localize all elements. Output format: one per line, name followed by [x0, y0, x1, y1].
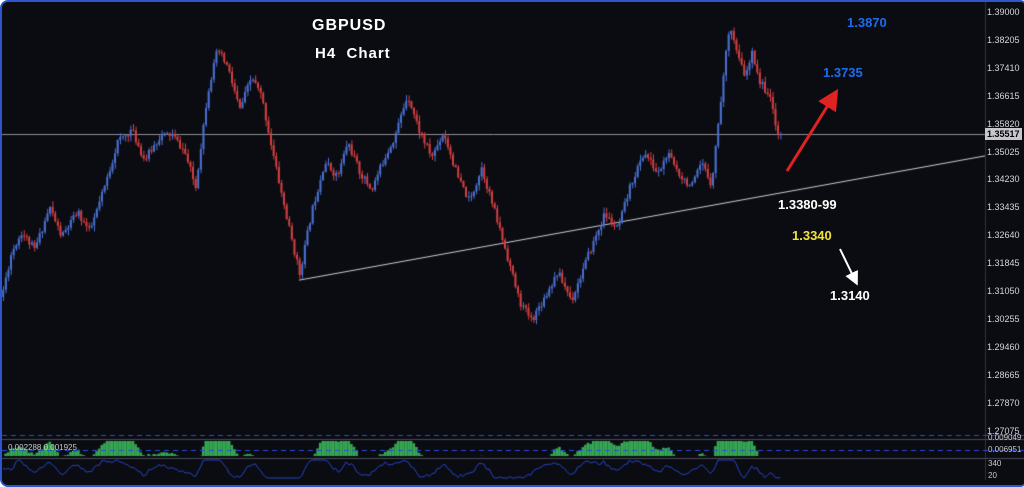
indicator1-scale-bottom: 0.006951 [988, 445, 1022, 454]
indicator-values-readout: 0.002288 0.001925 [8, 443, 77, 452]
indicator2-scale-top: 340 [988, 459, 1002, 468]
annotation-support-level: 1.3340 [792, 228, 832, 243]
annotation-upper-target: 1.3870 [847, 15, 887, 30]
chart-title-timeframe: H4 Chart [315, 45, 391, 62]
annotation-near-target: 1.3735 [823, 65, 863, 80]
annotation-lower-target: 1.3140 [830, 288, 870, 303]
indicator1-scale-top: 0.009049 [988, 433, 1022, 442]
chart-title-symbol: GBPUSD [312, 17, 387, 34]
current-price-tag: 1.35517 [985, 128, 1022, 141]
indicator2-scale-bottom: 20 [988, 471, 997, 480]
annotation-support-zone: 1.3380-99 [778, 197, 837, 212]
